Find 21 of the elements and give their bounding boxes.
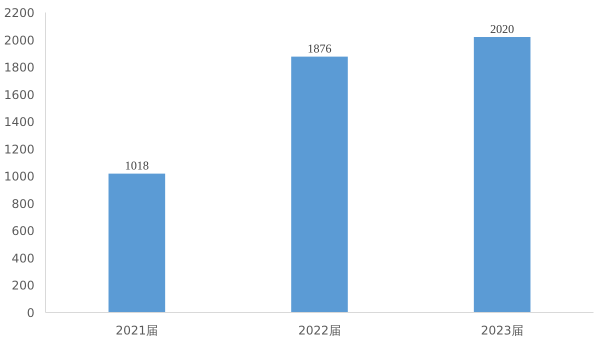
y-tick-label: 1400 (4, 115, 35, 130)
y-tick-label: 1200 (4, 142, 35, 156)
data-label: 1876 (308, 42, 332, 56)
x-tick-label: 2022届 (298, 324, 341, 338)
x-tick-label: 2021届 (116, 324, 158, 338)
y-tick-label: 0 (26, 306, 35, 320)
bar (108, 174, 166, 312)
bar (291, 56, 348, 312)
data-label: 1018 (124, 158, 149, 173)
x-tick-label: 2023届 (480, 324, 524, 338)
y-tick-label: 600 (12, 224, 34, 238)
y-tick-label: 1000 (4, 170, 35, 184)
y-tick-label: 2200 (4, 6, 35, 20)
y-tick-label: 400 (12, 251, 34, 266)
y-tick-label: 2000 (4, 33, 35, 48)
y-tick-label: 1600 (4, 88, 35, 102)
y-tick-label: 200 (12, 278, 34, 293)
y-tick-label: 800 (12, 196, 34, 211)
bar (474, 37, 530, 312)
y-tick-label: 1800 (4, 60, 35, 75)
data-label: 2020 (490, 22, 514, 36)
